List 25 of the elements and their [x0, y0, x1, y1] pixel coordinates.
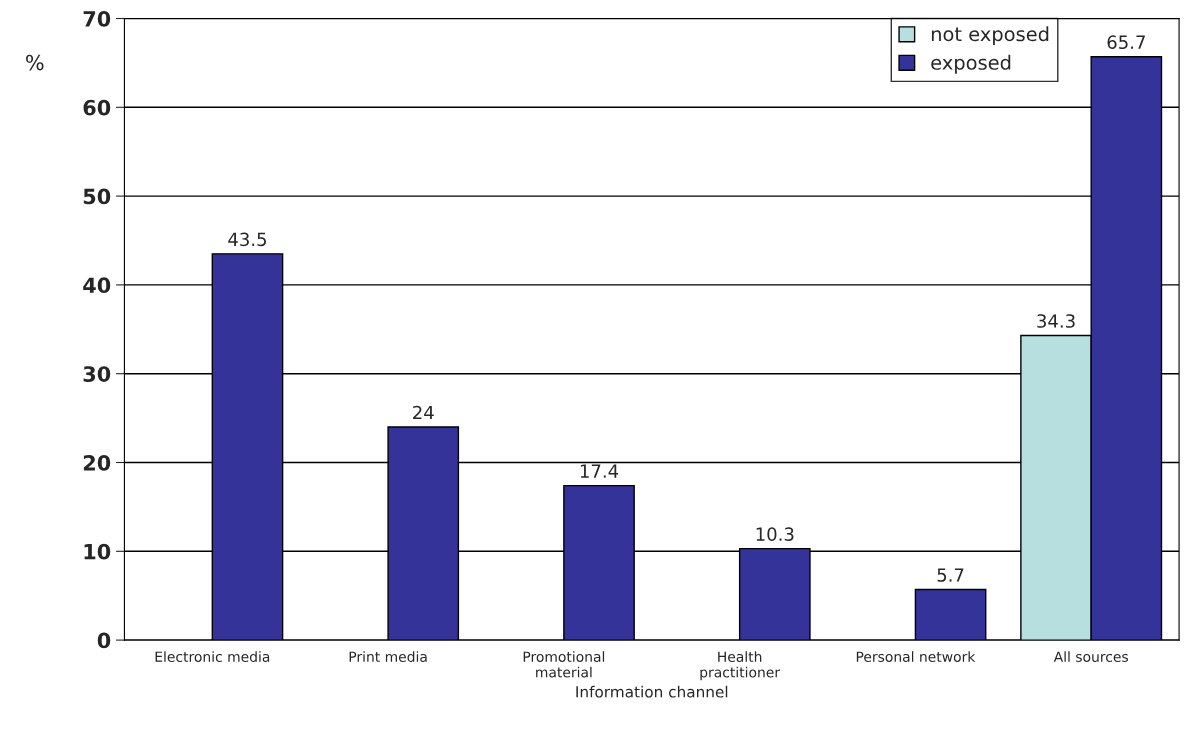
- x-tick-label: Print media: [349, 651, 427, 662]
- data-label: 43.5: [228, 232, 266, 247]
- x-axis-title: Information channel: [576, 685, 728, 698]
- y-tick-label: 10: [84, 543, 111, 560]
- data-label: 24: [413, 405, 434, 420]
- data-label: 10.3: [756, 527, 794, 541]
- data-label: 65.7: [1107, 35, 1145, 50]
- data-label: 17.4: [580, 464, 619, 478]
- legend-label: exposed: [931, 54, 1011, 74]
- y-axis-title: %: [26, 54, 44, 71]
- y-tick-label: 30: [83, 366, 111, 382]
- data-label: 5.7: [937, 568, 964, 582]
- x-tick-label: Personal network: [856, 651, 976, 662]
- y-tick-label: 0: [97, 632, 111, 649]
- y-tick-label: 60: [83, 99, 111, 116]
- legend-label: not exposed: [931, 26, 1049, 46]
- y-tick-label: 70: [83, 10, 111, 27]
- y-tick-label: 20: [83, 454, 111, 471]
- y-tick-label: 40: [83, 277, 111, 294]
- x-tick-label: Electronic media: [155, 651, 270, 662]
- x-tick-label: Health practitioner: [700, 651, 781, 681]
- x-tick-label: All sources: [1053, 651, 1128, 662]
- x-tick-label: Promotional material: [523, 651, 605, 678]
- data-label: 34.3: [1037, 314, 1075, 328]
- y-tick-label: 50: [83, 188, 111, 205]
